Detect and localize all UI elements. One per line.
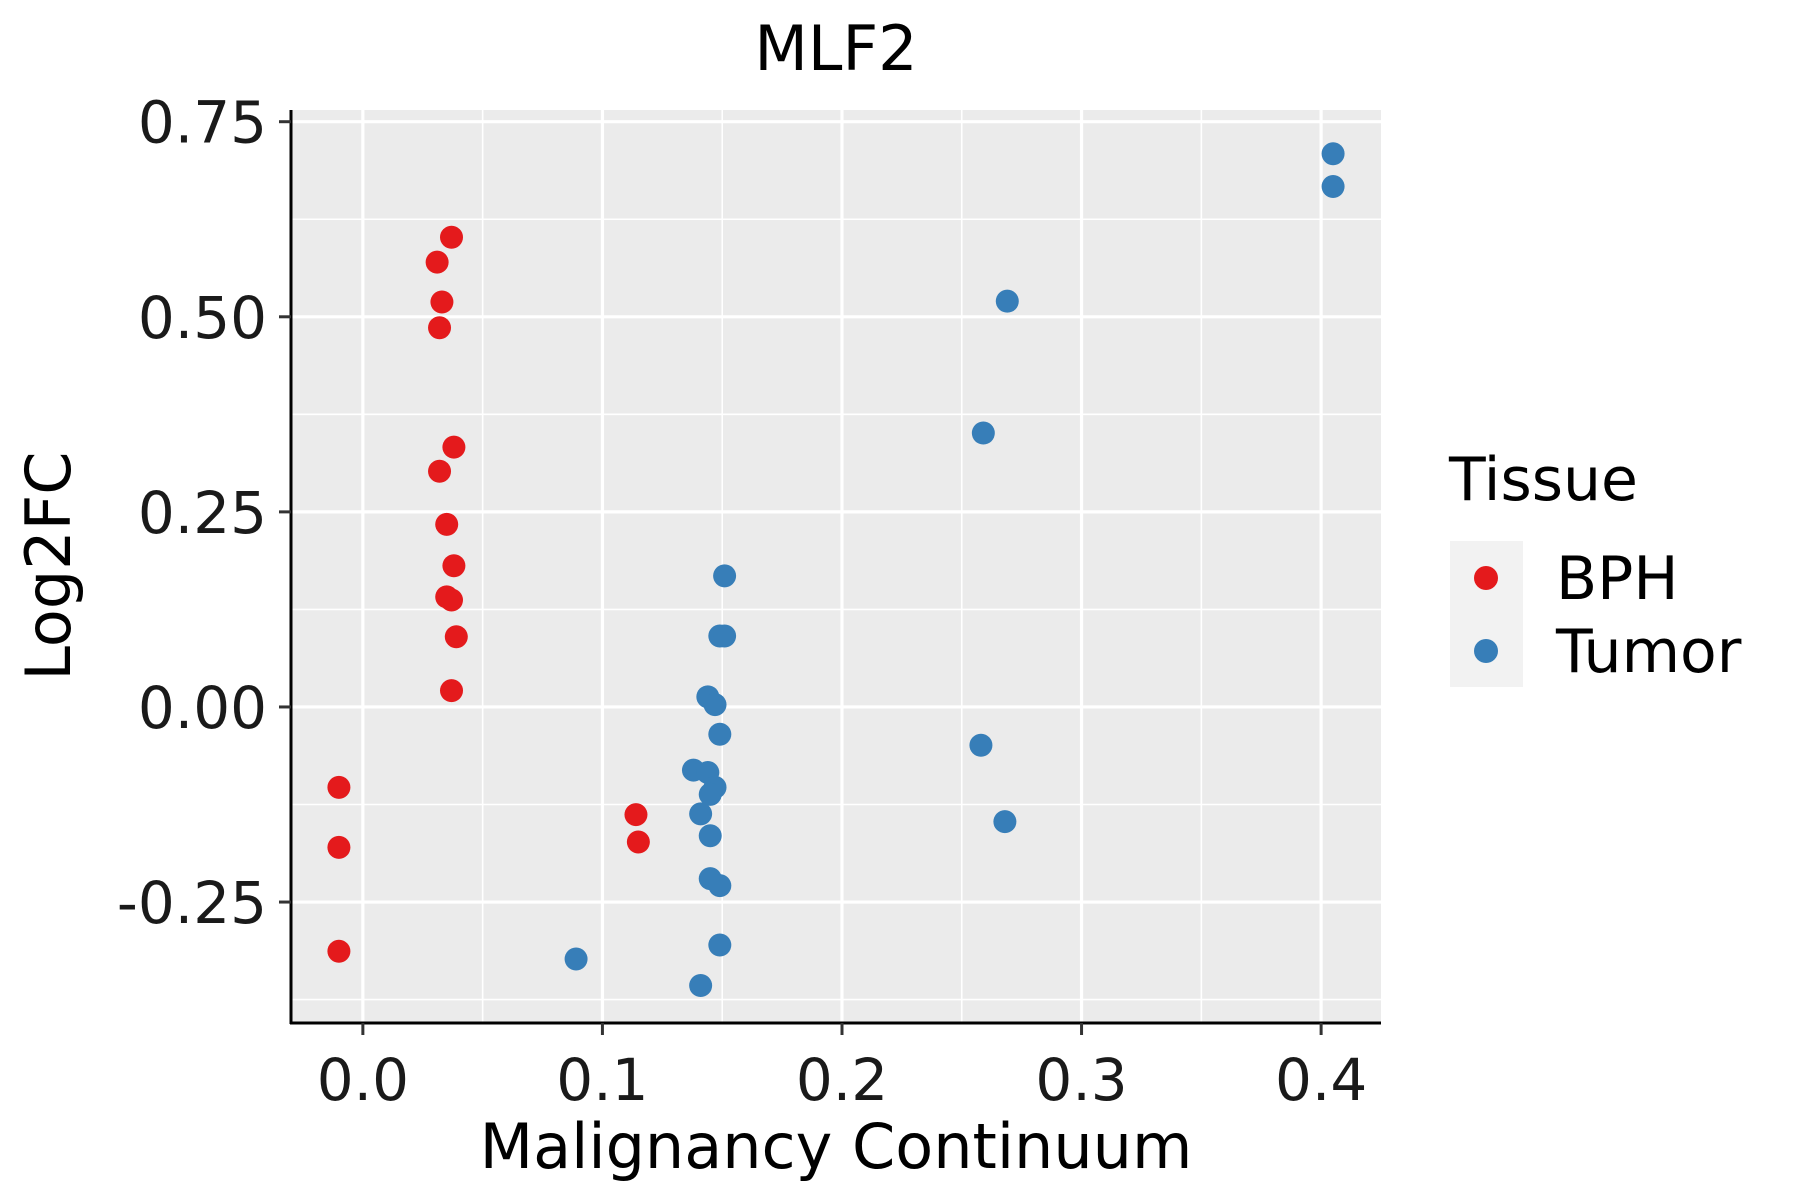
- point-tumor: [703, 693, 727, 717]
- point-tumor: [1321, 142, 1345, 166]
- y-axis-ticks: -0.25 0.00 0.25 0.50 0.75: [117, 89, 291, 937]
- point-tumor: [713, 624, 737, 648]
- point-tumor: [713, 564, 737, 588]
- data-points: [327, 142, 1345, 998]
- legend-key-bph-marker: [1474, 566, 1498, 590]
- point-tumor: [1321, 174, 1345, 198]
- x-tick-label: 0.4: [1275, 1046, 1367, 1114]
- point-bph: [327, 939, 351, 963]
- y-tick-label: 0.75: [138, 89, 267, 157]
- grid-major: [291, 110, 1381, 1023]
- point-bph: [428, 316, 452, 340]
- x-tick-label: 0.1: [556, 1046, 648, 1114]
- point-bph: [440, 679, 464, 703]
- point-bph: [442, 435, 466, 459]
- point-bph: [327, 775, 351, 799]
- x-tick-label: 0.2: [796, 1046, 888, 1114]
- x-axis-title: Malignancy Continuum: [480, 1110, 1193, 1183]
- point-bph: [430, 290, 454, 314]
- point-bph: [626, 830, 650, 854]
- point-bph: [435, 512, 459, 536]
- x-axis-ticks: 0.0 0.1 0.2 0.3 0.4: [317, 1023, 1367, 1114]
- legend-label-bph: BPH: [1556, 544, 1678, 614]
- chart-title: MLF2: [754, 12, 917, 85]
- point-bph: [442, 554, 466, 578]
- y-axis-title: Log2FC: [12, 451, 85, 680]
- point-tumor: [969, 733, 993, 757]
- y-tick-label: 0.25: [138, 479, 267, 547]
- point-bph: [624, 803, 648, 827]
- point-tumor: [708, 933, 732, 957]
- point-tumor: [995, 289, 1019, 313]
- legend-title: Tissue: [1448, 445, 1638, 515]
- point-tumor: [708, 874, 732, 898]
- point-tumor: [689, 802, 713, 826]
- point-bph: [327, 835, 351, 859]
- point-tumor: [698, 782, 722, 806]
- point-tumor: [708, 722, 732, 746]
- point-bph: [440, 588, 464, 612]
- point-tumor: [993, 810, 1017, 834]
- x-tick-label: 0.0: [317, 1046, 409, 1114]
- y-tick-label: -0.25: [117, 869, 267, 937]
- point-bph: [444, 625, 468, 649]
- legend-key-tumor-marker: [1474, 639, 1498, 663]
- point-tumor: [698, 824, 722, 848]
- legend-label-tumor: Tumor: [1555, 617, 1742, 687]
- point-bph: [440, 225, 464, 249]
- y-tick-label: 0.50: [138, 284, 267, 352]
- y-tick-label: 0.00: [138, 674, 267, 742]
- point-bph: [428, 459, 452, 483]
- point-tumor: [564, 947, 588, 971]
- plot-panel: [291, 110, 1381, 1023]
- legend: Tissue BPH Tumor: [1448, 445, 1742, 687]
- point-tumor: [971, 421, 995, 445]
- point-bph: [425, 250, 449, 274]
- x-tick-label: 0.3: [1035, 1046, 1127, 1114]
- point-tumor: [689, 974, 713, 998]
